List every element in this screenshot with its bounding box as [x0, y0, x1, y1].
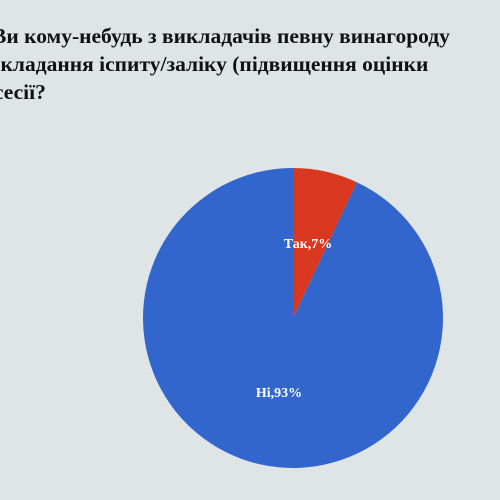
pie-label-tak: Так,7% [284, 237, 333, 252]
pie-label-ni: Ні,93% [256, 386, 302, 401]
question-line-2: складання іспиту/заліку (підвищення оцін… [0, 52, 429, 76]
question-line-3: сесії? [0, 80, 46, 104]
pie-slice-ni [142, 168, 443, 469]
pie-slice-tak [293, 168, 357, 318]
question-title: Ви кому-небудь з викладачів певну винаго… [0, 22, 500, 106]
question-line-1: Ви кому-небудь з викладачів певну винаго… [0, 24, 450, 48]
